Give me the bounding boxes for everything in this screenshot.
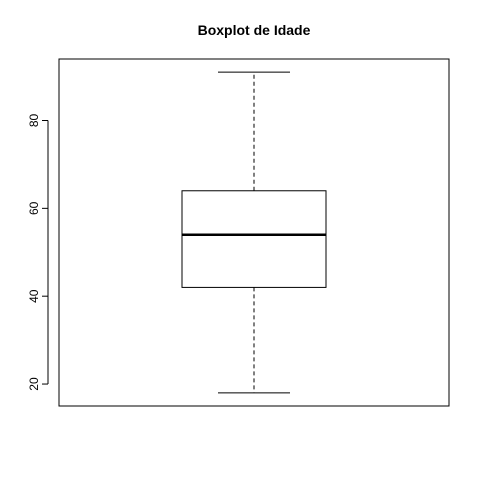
chart-title: Boxplot de Idade (198, 22, 311, 38)
y-tick-label: 60 (27, 201, 41, 215)
iqr-box (181, 190, 327, 288)
plot-frame (58, 58, 450, 407)
y-tick-label: 80 (27, 113, 41, 127)
y-tick-label: 40 (27, 289, 41, 303)
chart-marks (181, 71, 327, 394)
y-tick-label: 20 (27, 377, 41, 391)
y-axis: 20 40 60 80 (27, 113, 49, 391)
